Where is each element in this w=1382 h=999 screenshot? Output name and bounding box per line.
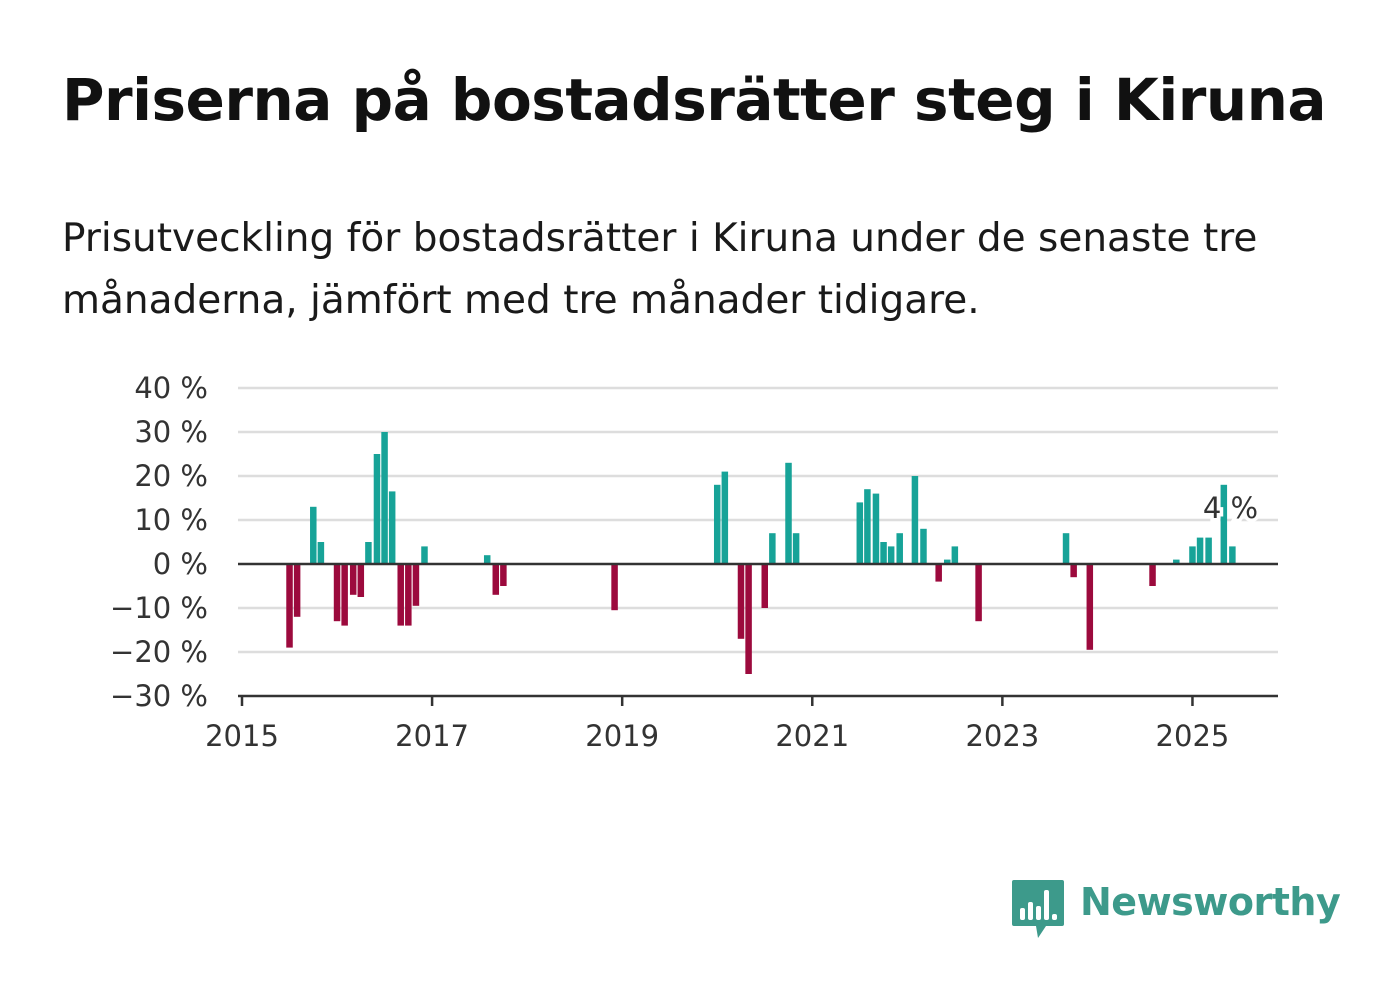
y-tick-label: −10 %: [110, 591, 208, 625]
bar: [1220, 484, 1228, 564]
bar: [721, 471, 729, 564]
bar: [293, 564, 301, 617]
bar: [492, 564, 500, 595]
x-axis: 2015 2017 2019 2021 2023 2025: [205, 562, 1278, 753]
y-tick-label: 20 %: [134, 459, 208, 493]
bar: [737, 564, 745, 639]
bar: [381, 432, 388, 564]
bar: [357, 564, 365, 597]
bar: [856, 502, 864, 564]
y-tick-label: −20 %: [110, 635, 208, 669]
bar: [943, 559, 951, 564]
newsworthy-logo: Newsworthy: [1010, 878, 1341, 942]
bar: [333, 564, 341, 622]
y-tick-label: 40 %: [134, 371, 208, 405]
bar: [713, 484, 721, 564]
x-tick-label: 2019: [585, 719, 659, 753]
bar: [920, 528, 927, 564]
bar: [935, 564, 942, 582]
bar: [745, 564, 752, 674]
bar: [785, 462, 792, 564]
x-tick-label: 2015: [205, 719, 279, 753]
y-tick-label: −30 %: [110, 679, 208, 713]
bar: [1229, 546, 1236, 564]
bar: [349, 564, 357, 595]
bar: [1070, 564, 1077, 578]
bar: [388, 491, 396, 564]
x-tick-label: 2017: [395, 719, 469, 753]
chart-subtitle: Prisutveckling för bostadsrätter i Kirun…: [62, 216, 1258, 323]
bar: [483, 555, 491, 564]
bar: [887, 546, 895, 564]
y-tick-label: 0 %: [153, 547, 208, 581]
bar: [373, 454, 381, 564]
bar: [880, 542, 887, 564]
bar: [1189, 546, 1196, 564]
bar: [792, 533, 800, 564]
y-tick-label: 10 %: [134, 503, 208, 537]
bar: [286, 564, 293, 648]
bar: [975, 564, 982, 622]
bars: [286, 432, 1236, 674]
bar: [1205, 537, 1212, 564]
bar: [1149, 564, 1156, 586]
brand-name: Newsworthy: [1080, 880, 1341, 924]
bar: [310, 506, 317, 564]
annotation-label: 4 %: [1203, 491, 1258, 525]
bar: [397, 564, 404, 626]
y-tick-label: 30 %: [134, 415, 208, 449]
bar: [412, 564, 420, 606]
y-axis-labels: 40 % 30 % 20 % 10 % 0 % −10 % −20 % −30 %: [110, 371, 208, 713]
bar: [872, 493, 880, 564]
bar: [500, 564, 507, 586]
bar: [405, 564, 412, 626]
bar: [761, 564, 769, 608]
bar: [1086, 564, 1094, 650]
newsworthy-logo-icon: [1012, 880, 1064, 938]
bar: [911, 476, 919, 564]
bar: [1173, 559, 1180, 564]
bar: [341, 564, 348, 626]
bar: [1062, 533, 1070, 564]
bar: [1196, 537, 1204, 564]
x-tick-label: 2023: [965, 719, 1039, 753]
bar-chart: 40 %30 %20 %10 %0 %−10 %−20 %−30 % 2015 2…: [110, 371, 1278, 753]
bar: [365, 542, 372, 564]
bar: [317, 542, 325, 564]
chart-title: Priserna på bostadsrätter steg i Kiruna: [62, 66, 1327, 134]
x-tick-label: 2025: [1156, 719, 1230, 753]
bar: [896, 533, 903, 564]
bar: [769, 533, 776, 564]
bar: [611, 564, 618, 611]
bar: [951, 546, 959, 564]
annotation: 4 %: [1199, 488, 1261, 529]
x-tick-label: 2021: [775, 719, 849, 753]
bar: [864, 489, 871, 564]
bar: [421, 546, 428, 564]
